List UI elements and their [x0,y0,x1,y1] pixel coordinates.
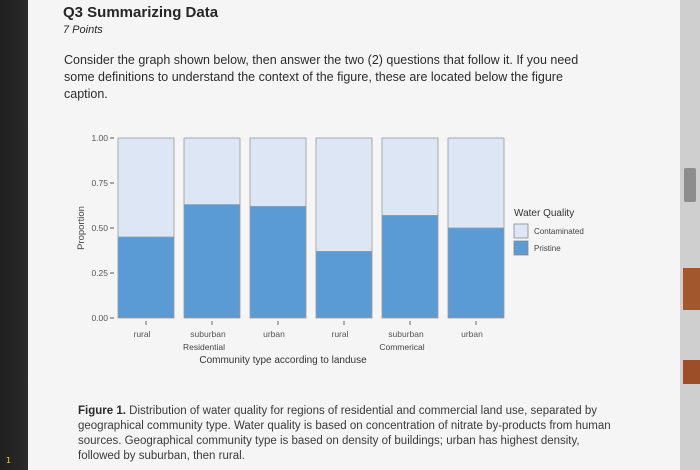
bar-contaminated [381,137,439,216]
bar-pristine [249,206,307,319]
x-tick-label: rural [133,329,150,339]
y-tick-label: 0.00 [91,313,108,323]
y-tick-label: 1.00 [91,133,108,143]
x-tick-label: suburban [388,329,424,339]
side-tab[interactable] [683,268,700,310]
x-tick-label: urban [461,329,483,339]
legend-label: Pristine [534,244,561,253]
legend-label: Contaminated [534,227,584,236]
bar-pristine [315,251,373,319]
figure-caption-label: Figure 1. [78,405,126,417]
figure-caption: Figure 1. Distribution of water quality … [78,404,618,464]
bar-contaminated [447,137,505,229]
x-group-label: Commerical [379,342,424,352]
y-axis-label: Proportion [76,206,87,250]
left-strip-number: 1 [6,456,12,465]
y-tick-label: 0.75 [91,178,108,188]
x-tick-label: rural [331,329,348,339]
bar-contaminated [183,137,241,205]
figure-caption-text: Distribution of water quality for region… [78,405,611,462]
question-points: 7 Points [63,24,103,36]
x-tick-label: urban [263,329,285,339]
scrollbar-thumb[interactable] [684,168,696,202]
bar-pristine [117,236,175,319]
question-title: Q3 Summarizing Data [63,4,219,21]
bar-contaminated [315,137,373,252]
bar-pristine [183,204,241,319]
scrollbar-track[interactable] [680,0,700,470]
left-sidebar-strip: 1 [0,0,28,470]
x-group-label: Residential [183,342,225,352]
x-tick-label: suburban [190,329,226,339]
question-instructions: Consider the graph shown below, then ans… [64,53,579,101]
legend-title: Water Quality [514,208,574,219]
legend-swatch [513,240,529,256]
side-tab-secondary[interactable] [683,360,700,384]
y-tick-label: 0.50 [91,223,108,233]
stacked-bar-chart: 0.00 0.25 0.50 0.75 1.00 Proportion rural subur… [76,133,584,366]
bar-contaminated [249,137,307,207]
legend-swatch [513,223,529,239]
bar-pristine [447,227,505,319]
bar-pristine [381,215,439,319]
x-axis-label: Community type according to landuse [199,355,367,366]
y-tick-label: 0.25 [91,268,108,278]
bar-contaminated [117,137,175,238]
